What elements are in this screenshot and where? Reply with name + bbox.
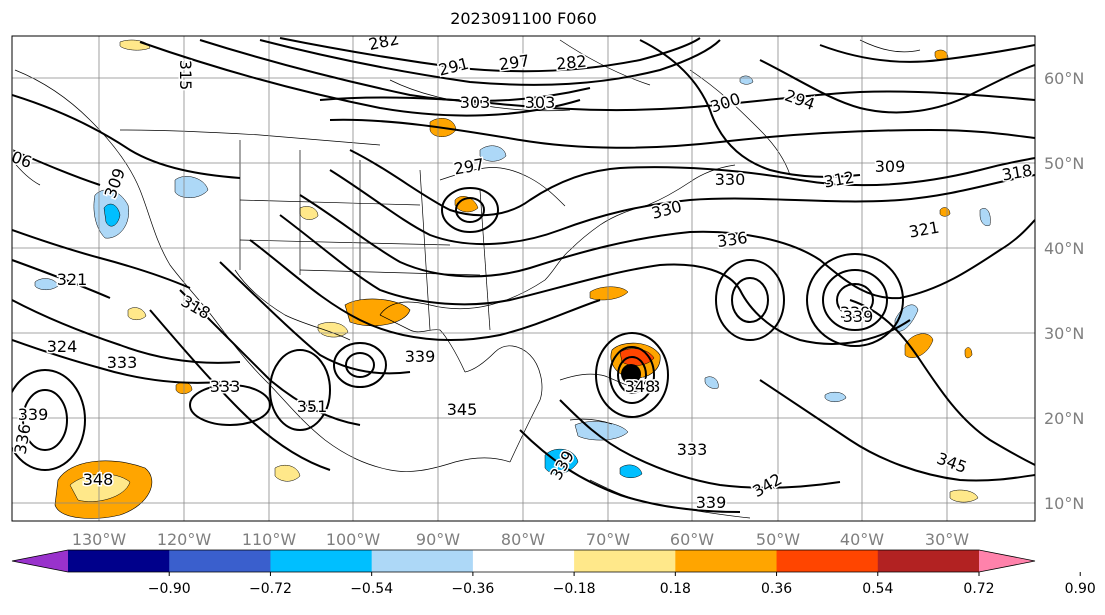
lon-tick-label: 80°W: [501, 530, 545, 549]
colorbar-outline: [11, 549, 1036, 573]
colorbar-segment: [574, 550, 676, 572]
colorbar-tick-labels: −0.90 −0.72 −0.54 −0.36 −0.18 0.18 0.36 0.54 0.7…: [148, 581, 1096, 597]
contour-value-label: 324: [47, 337, 78, 356]
lon-axis-labels: 130°W 120°W 110°W 100°W 90°W 80°W 70°W 6…: [72, 530, 969, 549]
contour-value-label: 333: [210, 377, 241, 396]
colorbar-tick-label: 0.72: [963, 581, 994, 597]
contour-value-label: 330: [715, 170, 746, 189]
contour-value-label: 345: [447, 400, 478, 419]
lon-tick-label: 60°W: [670, 530, 714, 549]
colorbar-tick-label: −0.90: [148, 581, 191, 597]
colorbar-tick-label: −0.54: [350, 581, 393, 597]
lon-tick-label: 100°W: [326, 530, 381, 549]
contour-value-label: 297: [498, 51, 531, 74]
lat-tick-label: 30°N: [1044, 324, 1084, 343]
colorbar-tick-label: −0.36: [451, 581, 494, 597]
contour-value-label: 321: [57, 270, 88, 289]
lat-tick-label: 50°N: [1044, 154, 1084, 173]
contour-value-label: 339: [843, 307, 874, 326]
colorbar-segment: [877, 550, 980, 572]
colorbar-tick-label: 0.36: [761, 581, 792, 597]
lat-tick-label: 10°N: [1044, 494, 1084, 513]
contour-value-label: 303: [460, 93, 491, 112]
contour-value-label: 348: [625, 377, 656, 396]
contour-value-label: 303: [525, 93, 556, 112]
lat-tick-label: 40°N: [1044, 239, 1084, 258]
lon-tick-label: 110°W: [242, 530, 297, 549]
map-panel: [12, 36, 1035, 521]
contour-value-label: 348: [630, 377, 661, 396]
colorbar-segment: [68, 550, 170, 572]
contour-value-label: 315: [176, 60, 195, 91]
lon-tick-label: 50°W: [756, 530, 800, 549]
colorbar-segment: [270, 550, 373, 572]
colorbar-tick-label: 0.90: [1065, 581, 1096, 597]
map-title: 2023091100 F060: [450, 9, 597, 28]
contour-value-label: 339: [18, 405, 49, 424]
colorbar-segment: [675, 550, 778, 572]
lon-tick-label: 120°W: [157, 530, 212, 549]
contour-value-label: 333: [677, 440, 708, 459]
lat-tick-label: 20°N: [1044, 409, 1084, 428]
colorbar-segment: [169, 550, 271, 572]
lon-tick-label: 30°W: [925, 530, 969, 549]
lon-tick-label: 90°W: [416, 530, 460, 549]
contour-value-label: 282: [555, 51, 587, 73]
lon-tick-label: 130°W: [72, 530, 127, 549]
colorbar-tick-label: −0.18: [553, 581, 596, 597]
contour-value-label: 351: [297, 397, 328, 416]
lat-axis-labels: 60°N 50°N 40°N 30°N 20°N 10°N: [1044, 69, 1084, 513]
contour-value-label: 339: [840, 303, 871, 322]
colorbar-segment: [371, 550, 474, 572]
graticule: [12, 36, 1035, 521]
colorbar-tick-label: −0.72: [249, 581, 292, 597]
colorbar-tick-label: 0.18: [660, 581, 691, 597]
lon-tick-label: 40°W: [840, 530, 884, 549]
contour-value-label: 336: [716, 228, 749, 251]
colorbar-extend-low: [12, 550, 68, 572]
lon-tick-label: 70°W: [586, 530, 630, 549]
hurricane-core: [621, 364, 641, 384]
colorbar-segment: [472, 550, 575, 572]
lat-tick-label: 60°N: [1044, 69, 1084, 88]
contour-value-label: 309: [875, 157, 906, 176]
contour-value-label: 339: [405, 347, 436, 366]
contour-value-label: 339: [696, 493, 727, 512]
contour-value-label: 348: [83, 470, 114, 489]
map-frame: [11, 35, 1036, 522]
colorbar-tick-label: 0.54: [862, 581, 893, 597]
colorbar-extend-high: [979, 550, 1035, 572]
colorbar-segment: [776, 550, 879, 572]
contour-value-label: 333: [107, 353, 138, 372]
colorbar: [11, 549, 1081, 576]
contour-lines: [12, 37, 1035, 513]
